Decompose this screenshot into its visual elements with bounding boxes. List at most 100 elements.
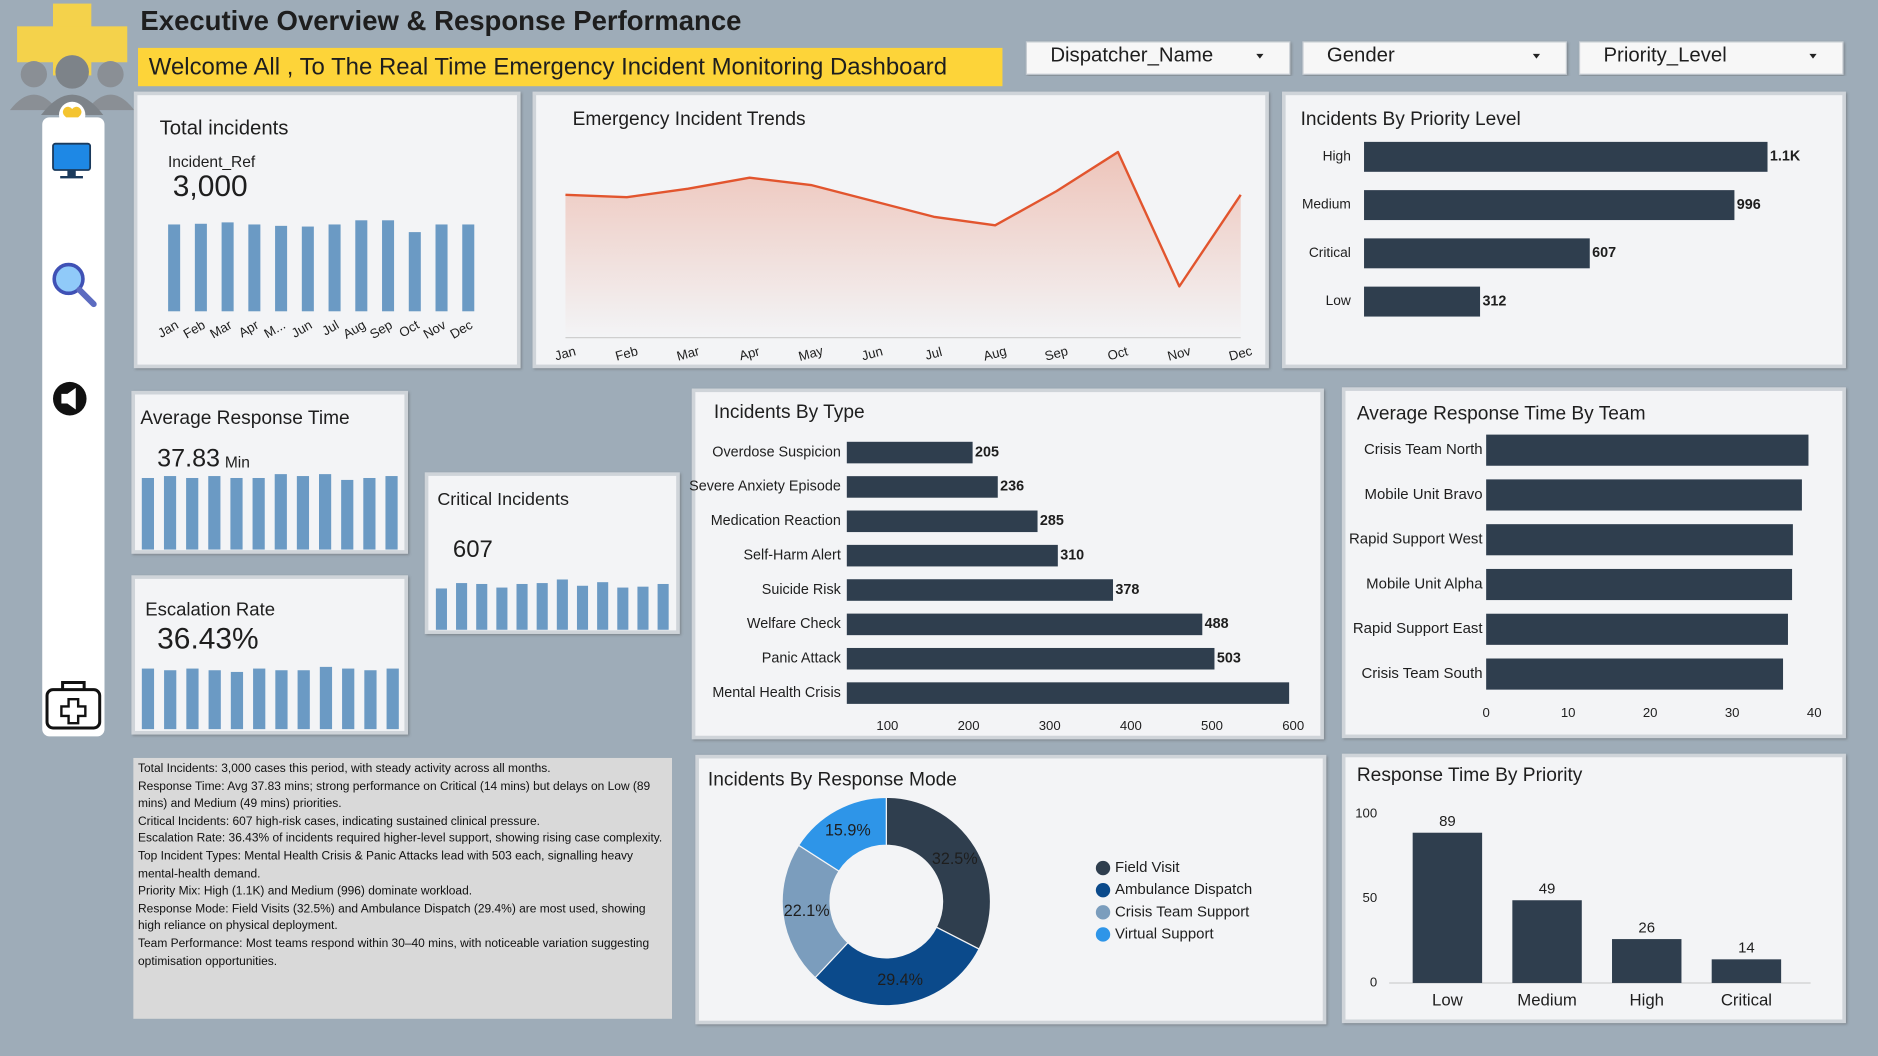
filter-dropdown[interactable]: Dispatcher_Name [1025, 41, 1291, 75]
welcome-banner [138, 47, 1003, 87]
value-label: 996 [1737, 197, 1761, 213]
bar [846, 682, 1290, 704]
sparkline-bar [274, 474, 287, 550]
sidebar [42, 117, 105, 737]
filter-box [1302, 41, 1567, 75]
bar [1486, 613, 1788, 645]
bar [846, 647, 1215, 670]
logo [9, 3, 135, 129]
bar [1486, 658, 1784, 690]
sparkline-bar [435, 588, 447, 630]
sparkline-bar [462, 224, 475, 312]
category-label: Low [1326, 293, 1351, 308]
y-tick-label: 0 [1370, 974, 1377, 989]
value-label: 488 [1205, 616, 1229, 632]
panel [131, 575, 409, 735]
x-tick-label: 30 [1725, 705, 1740, 720]
category-label: Panic Attack [762, 651, 842, 667]
sparkline-bar [253, 668, 266, 730]
sparkline-bar [168, 224, 181, 312]
donut-slice [781, 844, 849, 979]
bar [1486, 568, 1793, 601]
sparkline-bar [163, 476, 177, 550]
legend-label: Ambulance Dispatch [1115, 881, 1252, 898]
kpi-value: 607 [453, 536, 493, 563]
chart-title: Total incidents [160, 118, 289, 140]
nav-monitor-icon[interactable] [52, 142, 92, 179]
donut-slice [814, 926, 980, 1007]
panel [131, 390, 409, 554]
sparkline-bar [536, 583, 548, 630]
category-label: Mobile Unit Bravo [1365, 486, 1483, 503]
x-tick-label: Oct [1106, 343, 1130, 363]
sparkline-bar [637, 586, 649, 630]
dropdown-arrow [1809, 53, 1817, 59]
nav-search-icon[interactable] [52, 262, 97, 308]
category-label: Crisis Team North [1364, 441, 1483, 458]
filter-label: Gender [1327, 45, 1395, 67]
value-label: 14 [1738, 940, 1755, 957]
kpi-value: 37.83 [157, 444, 220, 472]
x-tick-label: 20 [1643, 705, 1658, 720]
sparkline-bar [141, 477, 154, 550]
chart-title: Incidents By Response Mode [708, 770, 957, 791]
x-tick-label: 0 [1482, 705, 1489, 720]
sparkline-bar [230, 477, 243, 550]
value-label: 310 [1060, 547, 1084, 563]
value-label: 26 [1638, 919, 1655, 936]
bar [1486, 479, 1802, 511]
donut-slice [797, 796, 887, 872]
category-label: Critical [1309, 245, 1351, 260]
chart-title: Response Time By Priority [1357, 765, 1583, 786]
sparkline-bar [230, 671, 244, 730]
sparkline-bar [385, 476, 398, 550]
chart-title: Emergency Incident Trends [573, 109, 806, 130]
value-label: 49 [1539, 880, 1556, 897]
sparkline-bar [355, 220, 368, 312]
sparkline-bar [496, 587, 508, 630]
trend-line [565, 150, 1242, 288]
sparkline-bar [476, 583, 488, 630]
x-tick-label: 300 [1039, 718, 1061, 733]
filter-dropdown[interactable]: Priority_Level [1578, 41, 1844, 75]
donut-slice [885, 796, 992, 950]
sparkline-bar [208, 670, 221, 730]
sparkline-bar [221, 222, 234, 312]
kpi-value: 3,000 [173, 170, 248, 203]
dropdown-arrow [1256, 53, 1264, 59]
note: Top Incident Types: Mental Health Crisis… [138, 850, 633, 881]
dropdown-arrow [1532, 53, 1541, 59]
filter-dropdown[interactable]: Gender [1302, 41, 1567, 75]
sparkline-bar [319, 666, 333, 730]
sparkline-bar [186, 668, 199, 730]
category-label: Welfare Check [747, 616, 842, 632]
category-label: High [1323, 148, 1351, 163]
bar [846, 613, 1203, 636]
sparkline-bar [328, 224, 341, 312]
value-label: 1.1K [1770, 149, 1801, 165]
legend-label: Virtual Support [1115, 925, 1214, 942]
x-tick-label: Jul [923, 344, 943, 363]
x-tick-label: Nov [1166, 343, 1193, 364]
x-tick-label: Critical [1721, 990, 1772, 1009]
x-tick-label: Medium [1517, 990, 1577, 1009]
x-tick-label: High [1630, 990, 1664, 1009]
sparkline-bar [408, 232, 421, 312]
value-label: 236 [1000, 479, 1024, 495]
nav-medkit-icon[interactable] [45, 680, 102, 730]
x-tick-label: 600 [1282, 718, 1304, 733]
category-label: Rapid Support East [1353, 620, 1484, 637]
sparkline-bar [556, 579, 568, 630]
x-tick-label: 200 [958, 718, 980, 733]
x-tick-label: Jun [860, 343, 884, 363]
x-tick-label: Apr [738, 343, 762, 363]
sparkline-bar [208, 476, 221, 550]
x-tick-label: May [797, 343, 825, 364]
bar [1364, 238, 1590, 269]
x-tick-label: Low [1432, 990, 1464, 1009]
nav-announce-icon[interactable] [53, 381, 87, 416]
filter-box [1025, 41, 1291, 75]
chart-title: Incidents By Type [714, 402, 865, 423]
